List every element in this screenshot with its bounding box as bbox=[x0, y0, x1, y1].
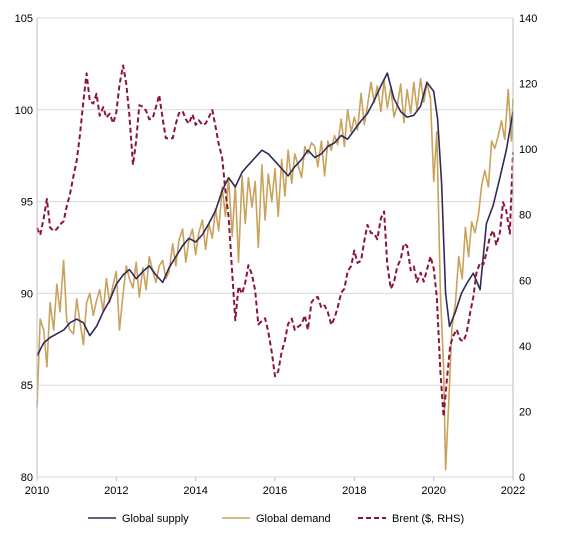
legend-label: Global supply bbox=[122, 513, 189, 525]
y-tick-left-label: 85 bbox=[21, 380, 33, 392]
gridlines bbox=[37, 17, 513, 478]
series-line-brent-rhs bbox=[36, 64, 514, 418]
y-tick-right-label: 20 bbox=[519, 406, 531, 418]
axes: 80 85 90 95 100 105 0 20 40 60 80 100 120 140 2010 2012… bbox=[15, 13, 538, 497]
legend-label: Brent ($, RHS) bbox=[392, 513, 464, 525]
y-tick-right-label: 40 bbox=[519, 341, 531, 353]
y-tick-right-label: 0 bbox=[519, 472, 525, 484]
x-tick-label: 2010 bbox=[25, 485, 49, 497]
y-tick-right-label: 120 bbox=[519, 79, 537, 91]
legend: Global supply Global demand Brent ($, RHS) bbox=[88, 513, 464, 525]
series-line-global-supply bbox=[36, 72, 514, 357]
y-tick-left-label: 95 bbox=[21, 197, 33, 209]
y-tick-right-label: 60 bbox=[519, 275, 531, 287]
x-tick-label: 2022 bbox=[501, 485, 525, 497]
y-tick-right-label: 100 bbox=[519, 144, 537, 156]
x-tick-label: 2018 bbox=[342, 485, 366, 497]
series-line-global-demand bbox=[36, 77, 514, 471]
series-lines bbox=[36, 64, 514, 471]
x-tick-label: 2016 bbox=[263, 485, 287, 497]
y-tick-left-label: 90 bbox=[21, 288, 33, 300]
y-tick-right-label: 80 bbox=[519, 210, 531, 222]
x-tick-label: 2020 bbox=[421, 485, 445, 497]
y-tick-left-label: 80 bbox=[21, 472, 33, 484]
x-tick-label: 2014 bbox=[183, 485, 207, 497]
y-tick-left-label: 100 bbox=[15, 105, 33, 117]
legend-label: Global demand bbox=[256, 513, 331, 525]
y-tick-left-label: 105 bbox=[15, 13, 33, 25]
x-tick-label: 2012 bbox=[104, 485, 128, 497]
y-tick-right-label: 140 bbox=[519, 13, 537, 25]
